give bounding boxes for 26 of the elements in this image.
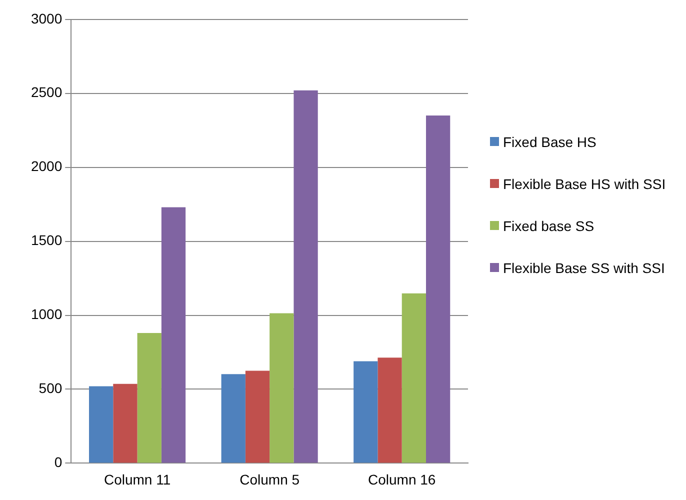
legend-label: Flexible Base SS with SSI (503, 259, 665, 277)
bar (89, 386, 114, 463)
bar (426, 116, 450, 463)
bar (113, 384, 138, 463)
bar (354, 361, 378, 463)
bar (270, 313, 294, 463)
y-tick-label: 1000 (30, 306, 62, 322)
bar (294, 90, 318, 463)
bar (378, 358, 402, 463)
bar (137, 333, 162, 463)
legend-label: Flexible Base HS with SSI (503, 175, 666, 193)
y-tick-label: 2500 (30, 84, 62, 100)
y-tick-label: 500 (38, 380, 62, 396)
legend-label: Fixed base SS (503, 217, 594, 235)
x-tick-label: Column 16 (368, 471, 436, 488)
y-tick-label: 0 (54, 454, 62, 470)
bar (221, 374, 246, 463)
y-tick-label: 2000 (30, 158, 62, 174)
x-tick-label: Column 5 (240, 471, 300, 488)
y-tick-label: 3000 (30, 10, 62, 26)
bar (402, 293, 426, 463)
x-tick-label: Column 11 (104, 471, 171, 488)
bar (161, 207, 186, 463)
bar (245, 370, 270, 463)
legend-label: Fixed Base HS (503, 133, 596, 151)
y-tick-label: 1500 (30, 232, 62, 248)
